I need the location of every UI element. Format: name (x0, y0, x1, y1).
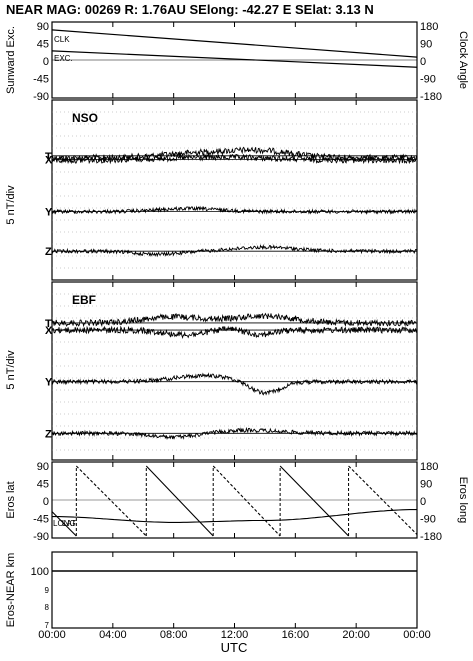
eros-angles-panel: LONG LAT 90 45 0 -45 -90 180 90 0 -90 -180 Eros … (5, 461, 469, 543)
nso-series-label-t: T (45, 151, 52, 163)
ebf-series-label-y: Y (45, 377, 53, 389)
range-tick-label: 100 (31, 566, 49, 578)
ebf-panel: EBF TX Y Z 5 nT/div (5, 281, 418, 461)
eros-long-segment (51, 511, 77, 537)
lat-series-label: LAT (62, 519, 76, 528)
range-ylabel: Eros-NEAR km (5, 553, 17, 628)
eros-lat-line (52, 509, 417, 523)
x-tick-label: 00:00 (403, 629, 431, 641)
nso-z-trace (51, 243, 418, 258)
nso-series-label-z: Z (45, 246, 52, 258)
x-tick-label: 16:00 (282, 629, 310, 641)
nso-panel: NSO TX Y Z 5 nT/div (5, 99, 418, 281)
x-tick-label: 12:00 (221, 629, 249, 641)
y-tick-label: 45 (37, 39, 49, 51)
eros-lat-label: Eros lat (5, 481, 17, 518)
ebf-series-label-z: Z (45, 428, 52, 440)
x-axis: 00:00 04:00 08:00 12:00 16:00 20:00 00:00 (38, 22, 431, 641)
eros-long-segment (279, 465, 349, 537)
exc-series-label: EXC. (54, 54, 73, 63)
y-tick-label: -180 (420, 531, 442, 543)
y-tick-label: -180 (420, 91, 442, 103)
x-tick-label: 20:00 (342, 629, 370, 641)
range-tick-label: 7 (45, 621, 50, 630)
y-tick-label: 45 (37, 479, 49, 491)
y-tick-label: -45 (33, 514, 49, 526)
eros-long-segment (212, 465, 281, 537)
y-tick-label: 90 (37, 461, 49, 473)
y-tick-label: 180 (420, 461, 438, 473)
y-tick-label: 180 (420, 21, 438, 33)
ebf-x-trace (51, 325, 418, 339)
x-tick-label: 08:00 (160, 629, 188, 641)
y-tick-label: 90 (420, 39, 432, 51)
nso-series-label-x: X (45, 154, 53, 166)
chart-title: NEAR MAG: 00269 R: 1.76AU SElong: -42.27… (6, 2, 374, 17)
nso-t-trace (51, 146, 418, 163)
ebf-series-label-t: T (45, 318, 52, 330)
nso-ylabel: 5 nT/div (5, 185, 17, 225)
x-axis-label: UTC (221, 640, 248, 655)
y-tick-label: 0 (43, 56, 49, 68)
long-series-label: LONG (53, 519, 76, 528)
y-tick-label: 0 (420, 496, 426, 508)
sunward-clock-panel: CLK EXC. 90 45 0 -45 -90 180 90 0 -90 -180 Sunwa… (5, 21, 469, 103)
eros-long-segment (75, 465, 147, 537)
y-tick-label: 0 (43, 496, 49, 508)
y-tick-label: -45 (33, 74, 49, 86)
nso-y-trace (51, 205, 418, 216)
ebf-t-trace (51, 312, 418, 328)
nso-panel-title: NSO (72, 111, 98, 125)
x-tick-label: 00:00 (38, 629, 66, 641)
clock-angle-line (51, 29, 418, 58)
eros-long-segment (145, 465, 214, 537)
nso-series-label-y: Y (45, 207, 53, 219)
range-panel: 100 9 8 7 Eros-NEAR km (5, 551, 418, 630)
y-tick-label: -90 (33, 91, 49, 103)
x-tick-label: 04:00 (99, 629, 127, 641)
ebf-ylabel: 5 nT/div (5, 350, 17, 390)
ebf-panel-title: EBF (72, 293, 96, 307)
y-tick-label: -90 (420, 514, 436, 526)
y-tick-label: -90 (420, 74, 436, 86)
clock-angle-label: Clock Angle (457, 31, 469, 89)
ebf-y-trace (51, 372, 418, 396)
y-tick-label: 0 (420, 56, 426, 68)
ebf-z-trace (51, 426, 418, 441)
sunward-exc-line (51, 50, 418, 68)
eros-long-segment (348, 465, 418, 535)
clk-series-label: CLK (54, 35, 70, 44)
nso-x-trace (51, 153, 418, 165)
ebf-series-label-x: X (45, 325, 53, 337)
y-tick-label: -90 (33, 531, 49, 543)
range-tick-label: 9 (45, 586, 50, 595)
y-tick-label: 90 (420, 479, 432, 491)
sunward-exc-label: Sunward Exc. (5, 26, 17, 94)
range-tick-label: 8 (45, 603, 50, 612)
eros-long-label: Eros long (457, 477, 469, 523)
y-tick-label: 90 (37, 21, 49, 33)
